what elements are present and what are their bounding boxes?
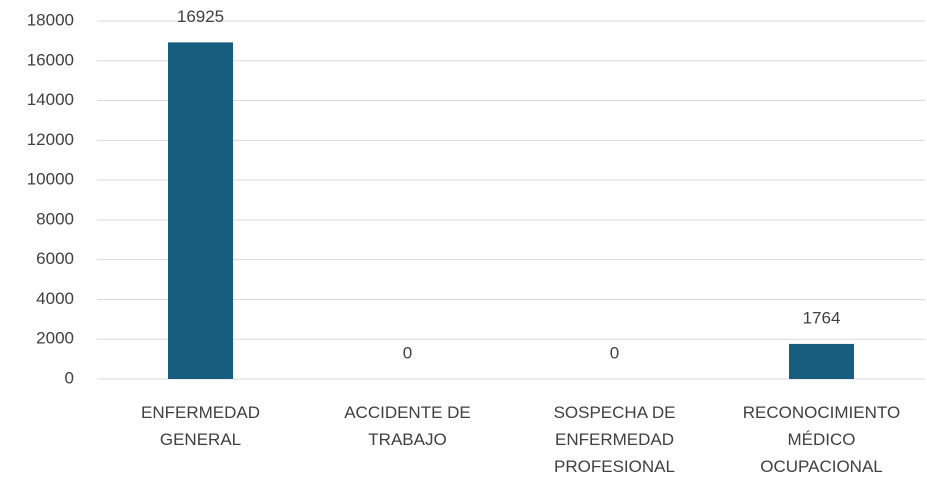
x-tick-label: RECONOCIMIENTO MÉDICO OCUPACIONAL xyxy=(742,403,901,476)
data-label: 0 xyxy=(610,343,619,362)
y-tick-label: 16000 xyxy=(27,50,74,69)
bar xyxy=(168,42,233,379)
data-label: 0 xyxy=(403,343,412,362)
x-tick-label: ENFERMEDAD GENERAL xyxy=(140,403,260,449)
y-tick-label: 2000 xyxy=(36,329,74,348)
data-label: 16925 xyxy=(177,7,224,26)
y-tick-label: 8000 xyxy=(36,209,74,228)
data-label: 1764 xyxy=(803,308,841,327)
y-tick-label: 4000 xyxy=(36,289,74,308)
y-tick-label: 6000 xyxy=(36,249,74,268)
y-tick-label: 12000 xyxy=(27,130,74,149)
x-tick-label: ACCIDENTE DE TRABAJO xyxy=(344,403,471,449)
y-tick-label: 18000 xyxy=(27,10,74,29)
y-tick-label: 0 xyxy=(65,368,74,387)
y-tick-label: 14000 xyxy=(27,90,74,109)
y-tick-label: 10000 xyxy=(27,170,74,189)
x-tick-label: SOSPECHA DE ENFERMEDAD PROFESIONAL xyxy=(553,403,676,476)
bar xyxy=(789,343,854,379)
